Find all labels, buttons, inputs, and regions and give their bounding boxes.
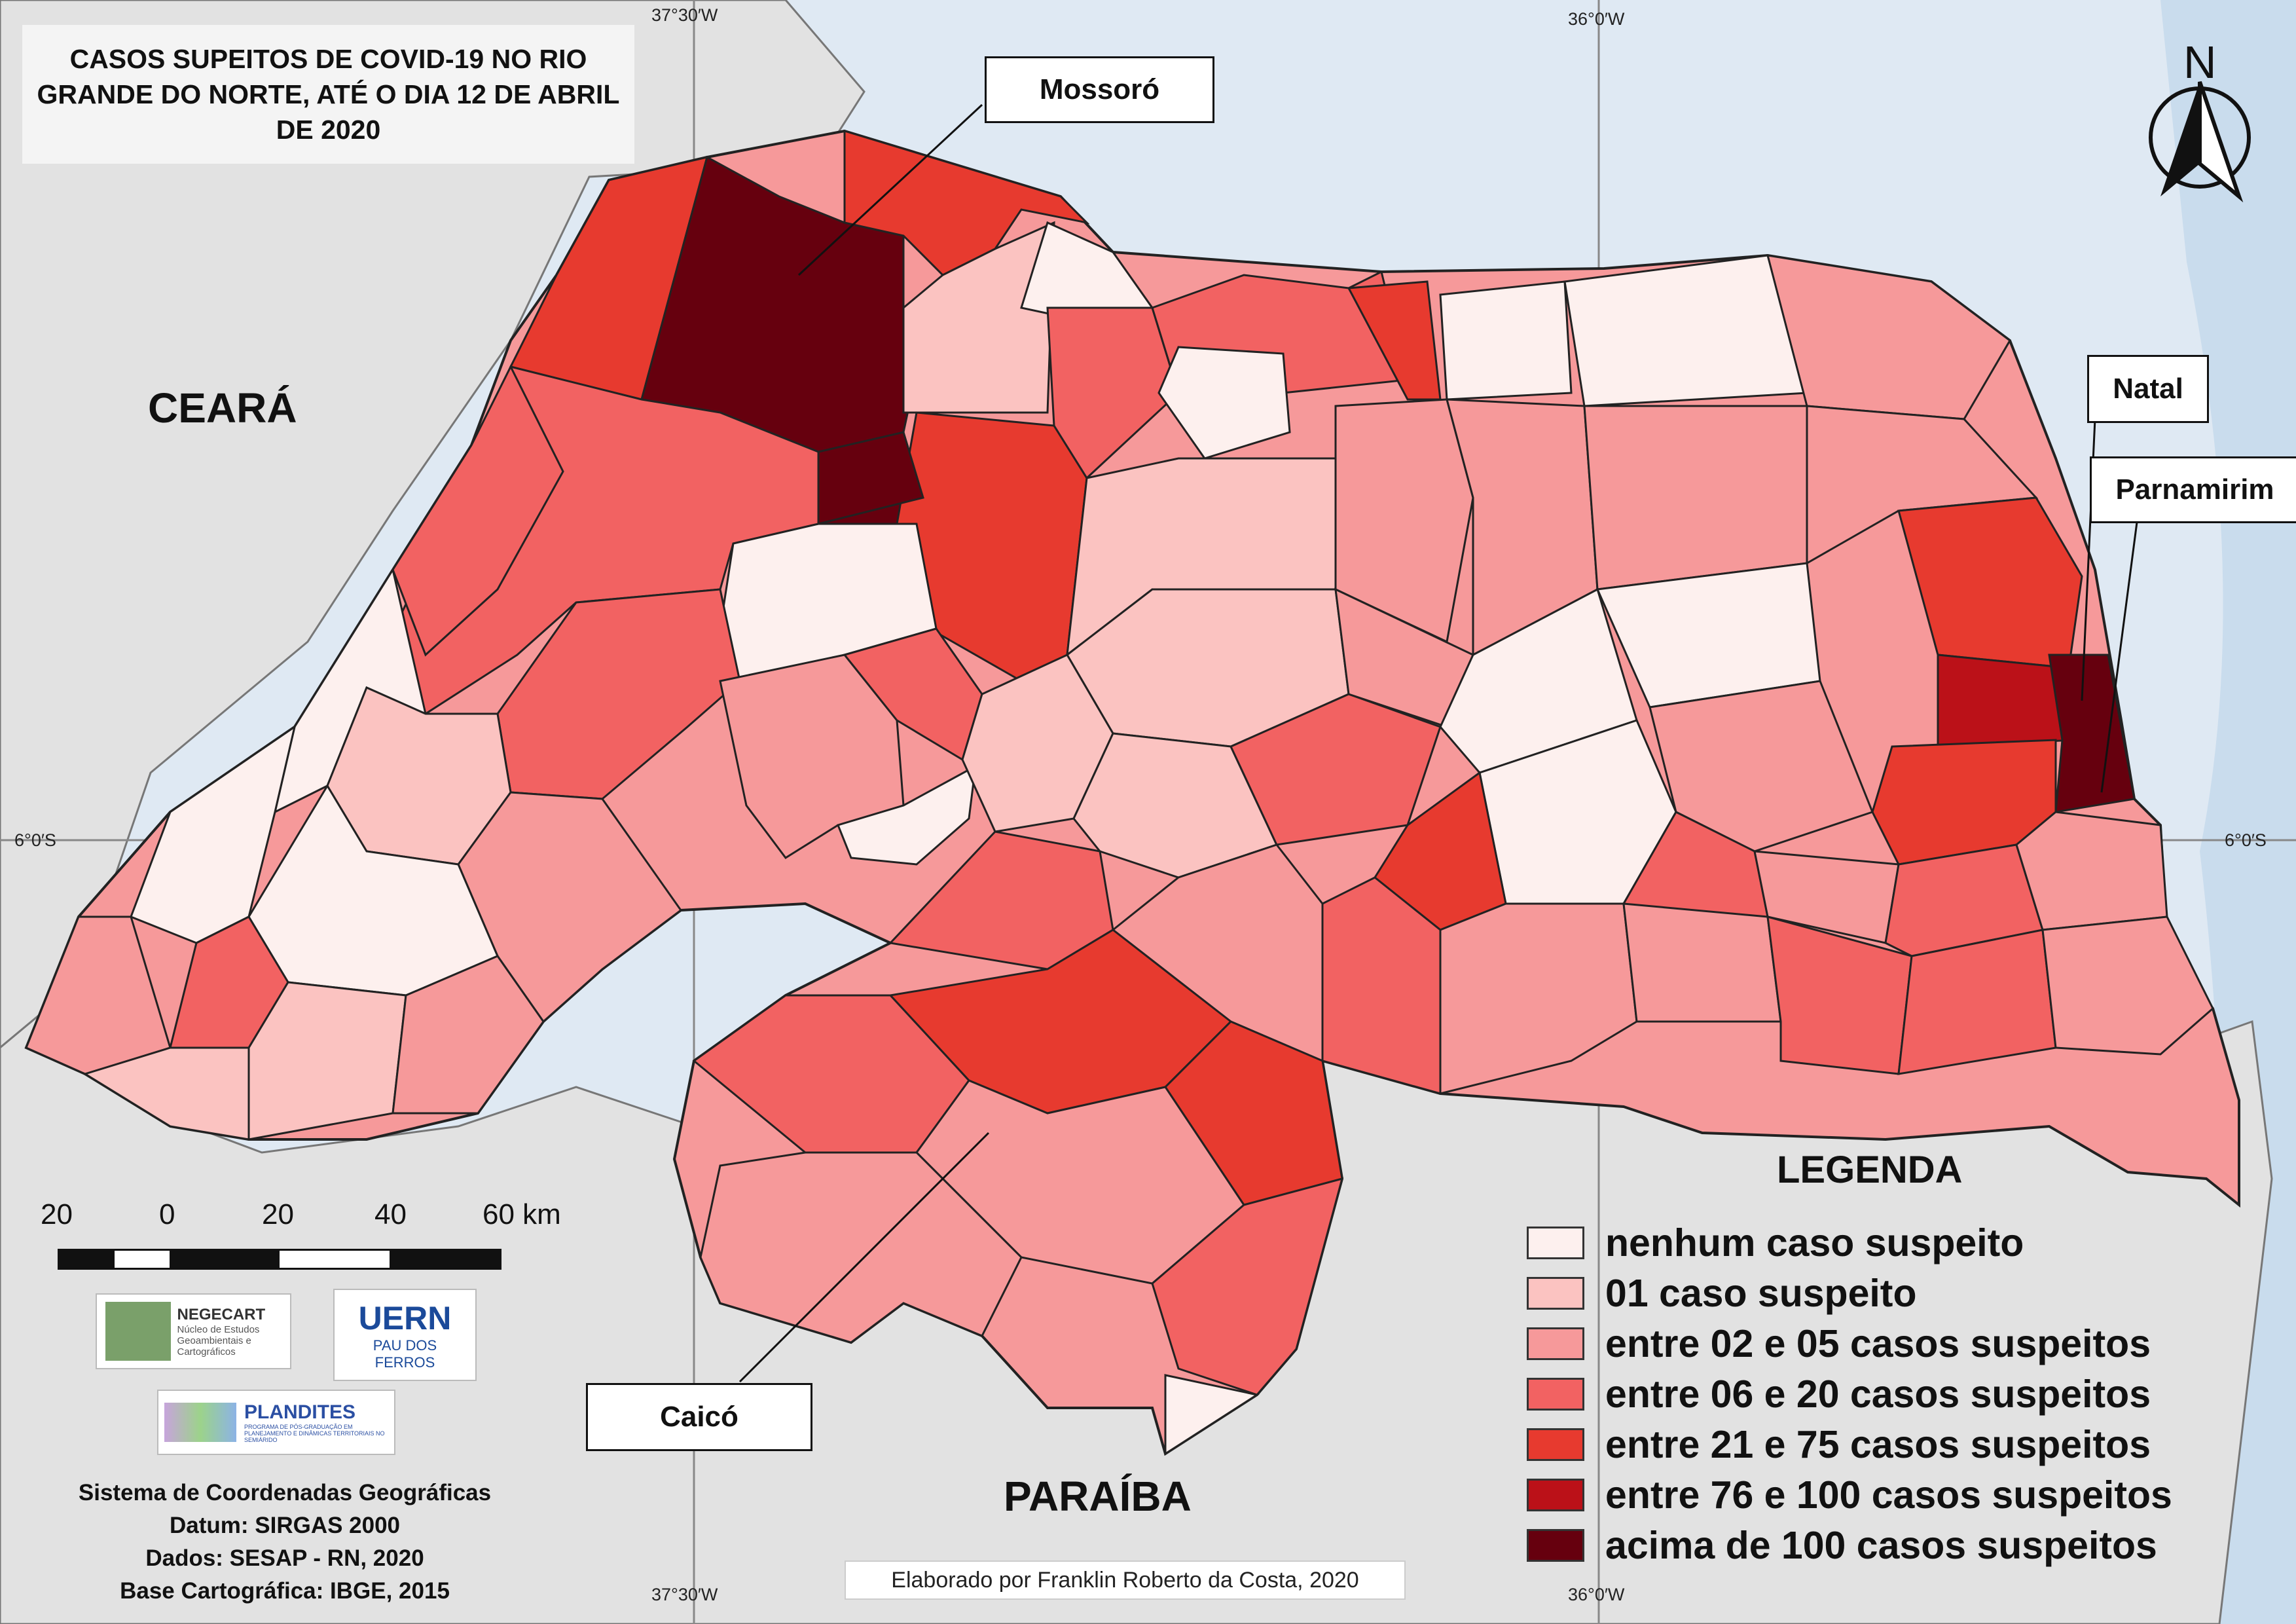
legend-item: entre 21 e 75 casos suspeitos [1527, 1423, 2151, 1466]
legend-item: nenhum caso suspeito [1527, 1221, 2024, 1264]
municipality-sao-jose-de-mipibu [2015, 811, 2168, 931]
scale-label-2: 20 [262, 1198, 294, 1230]
legend-title: LEGENDA [1777, 1149, 1963, 1191]
municipality-carnaubais [1046, 306, 1180, 480]
legend-swatch [1527, 1327, 1584, 1360]
legend-label: entre 76 e 100 casos suspeitos [1605, 1473, 2172, 1517]
legend-label: entre 02 e 05 casos suspeitos [1605, 1322, 2151, 1365]
municipality-mossoro-south [817, 431, 924, 525]
municipality-caraubas [392, 364, 564, 657]
municipality-janduis [836, 764, 977, 866]
municipalities [25, 129, 2214, 1456]
coord-lon-east-bottom: 36°0′W [1568, 1585, 1625, 1604]
municipality-joao-camara [1583, 405, 1808, 591]
coord-lon-east-top: 36°0′W [1568, 9, 1625, 29]
negecart-subtitle: Núcleo de Estudos Geoambientais e Cartog… [177, 1323, 260, 1357]
legend-item: 01 caso suspeito [1527, 1272, 1917, 1315]
municipality-equador [1164, 1374, 1260, 1456]
map-title: CASOS SUPEITOS DE COVID-19 NO RIO GRANDE… [37, 44, 620, 145]
legend-swatch [1527, 1277, 1584, 1310]
scale-label-0: 20 [41, 1198, 73, 1230]
legend-label: acima de 100 casos suspeitos [1605, 1524, 2157, 1567]
municipality-canguaretama [2041, 915, 2214, 1056]
label-ceara: CEARÁ [148, 384, 297, 432]
legend-item: entre 76 e 100 casos suspeitos [1527, 1473, 2172, 1517]
map-title-box: CASOS SUPEITOS DE COVID-19 NO RIO GRANDE… [22, 25, 634, 164]
municipality-extremoz [1897, 496, 2083, 669]
logo-uern: UERN PAU DOS FERROS [333, 1289, 477, 1381]
legend-swatch [1527, 1378, 1584, 1411]
credit: Elaborado por Franklin Roberto da Costa,… [845, 1560, 1406, 1600]
legend-label: 01 caso suspeito [1605, 1272, 1917, 1315]
municipality-touros [1766, 254, 2011, 420]
coord-lon-west-top: 37°30′W [651, 5, 718, 25]
plandites-map-icon [164, 1403, 236, 1442]
legend-item: entre 02 e 05 casos suspeitos [1527, 1322, 2151, 1365]
legend-swatch [1527, 1529, 1584, 1562]
callout-leaders [738, 103, 2139, 1383]
legend-swatch [1527, 1479, 1584, 1511]
municipality-touros-west [1563, 254, 1808, 407]
legend-item: entre 06 e 20 casos suspeitos [1527, 1373, 2151, 1416]
callout-mossoro: Mossoró [985, 56, 1214, 123]
legend-label: nenhum caso suspeito [1605, 1221, 2024, 1264]
leader-mossoro [797, 103, 983, 276]
info-base-map: Base Cartográfica: IBGE, 2015 [120, 1578, 450, 1604]
negecart-name: NEGECART [177, 1305, 266, 1323]
municipality-serra-do-mel [902, 221, 1055, 414]
municipality-santa-cruz [1622, 902, 1782, 1023]
scale-label-3: 40 [374, 1198, 407, 1230]
label-paraiba: PARAÍBA [1004, 1473, 1192, 1520]
tree-icon [105, 1302, 171, 1361]
scale-label-1: 0 [159, 1198, 175, 1230]
uern-subtitle: PAU DOS FERROS [373, 1337, 437, 1371]
municipality-angicos [1229, 693, 1442, 846]
scale-label-4: 60 km [483, 1198, 561, 1230]
plandites-name: PLANDITES [244, 1401, 356, 1423]
coord-lat-right: 6°0′S [2225, 830, 2267, 850]
north-arrow-icon [2149, 81, 2251, 203]
municipality-serra-negra [699, 1151, 1023, 1344]
municipality-galinhos [1439, 280, 1573, 401]
municipality-venha-ver [82, 1046, 250, 1141]
municipality-ielmo-marinho [1649, 680, 1874, 853]
callout-natal: Natal [2087, 355, 2209, 423]
leader-parnamirim [2100, 517, 2139, 793]
plandites-subtitle: PROGRAMA DE PÓS-GRADUAÇÃO EM PLANEJAMENT… [244, 1424, 385, 1443]
north-letter: N [2183, 37, 2217, 88]
leader-caico [738, 1132, 990, 1383]
info-datum: Datum: SIRGAS 2000 [169, 1513, 401, 1538]
logo-negecart: NEGECART Núcleo de Estudos Geoambientais… [96, 1293, 291, 1369]
info-coordinate-system: Sistema de Coordenadas Geográficas [78, 1480, 492, 1505]
municipality-porto-do-mangue [1157, 346, 1291, 460]
scale-bar [58, 1249, 501, 1270]
municipality-parelhas [1151, 1177, 1344, 1396]
coord-lat-left: 6°0′S [14, 830, 56, 850]
municipality-tangara-east [1766, 915, 1913, 1075]
municipality-afonso-bezerra [1334, 398, 1474, 644]
legend-swatch [1527, 1227, 1584, 1259]
callout-caico: Caicó [586, 1383, 812, 1451]
coord-lon-west-bottom: 37°30′W [651, 1585, 718, 1604]
legend-label: entre 06 e 20 casos suspeitos [1605, 1373, 2151, 1416]
callout-parnamirim: Parnamirim [2090, 456, 2296, 523]
municipality-acari [888, 830, 1114, 970]
municipality-luis-gomes [392, 955, 545, 1115]
legend-label: entre 21 e 75 casos suspeitos [1605, 1423, 2151, 1466]
municipality-sao-joao-do-sabugi [915, 1079, 1245, 1285]
logo-plandites: PLANDITES PROGRAMA DE PÓS-GRADUAÇÃO EM P… [157, 1390, 395, 1455]
legend-swatch [1527, 1428, 1584, 1461]
map-info: Sistema de Coordenadas Geográficas Datum… [26, 1477, 543, 1608]
info-data-source: Dados: SESAP - RN, 2020 [145, 1545, 424, 1571]
uern-name: UERN [358, 1299, 452, 1337]
municipality-natal [2048, 654, 2136, 813]
legend-item: acima de 100 casos suspeitos [1527, 1524, 2157, 1567]
